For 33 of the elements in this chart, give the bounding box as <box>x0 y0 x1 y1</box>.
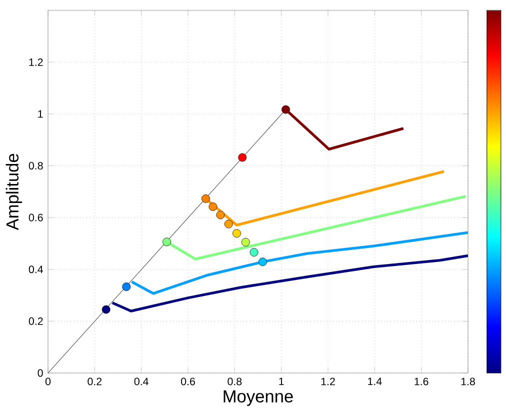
y-tick-label: 0.8 <box>28 162 43 170</box>
point <box>241 238 250 246</box>
line-series <box>111 254 468 312</box>
y-tick-label: 0.4 <box>28 266 43 274</box>
x-tick-label: 1 <box>279 378 284 386</box>
y-tick-label: 1 <box>38 110 43 118</box>
point <box>216 210 225 220</box>
point <box>232 229 241 238</box>
point <box>238 153 247 162</box>
y-tick-label: 0.2 <box>28 317 43 325</box>
point <box>122 282 131 291</box>
point <box>102 305 110 314</box>
x-tick-label: 0.4 <box>134 378 148 386</box>
y-tick-label: 0.6 <box>28 214 43 222</box>
x-tick-label: 1.6 <box>414 378 428 386</box>
x-tick-label: 0.6 <box>181 378 195 386</box>
x-axis-title: Moyenne <box>224 390 293 406</box>
point <box>162 238 171 246</box>
y-axis-title: Amplitude <box>6 154 22 230</box>
y-tick-label: 1.2 <box>29 58 43 66</box>
x-tick-label: 0 <box>45 378 51 386</box>
point <box>258 258 267 266</box>
x-tick-label: 1.8 <box>461 378 475 386</box>
x-tick-label: 1.2 <box>321 378 335 386</box>
point <box>282 105 290 114</box>
y-tick-label: 0 <box>38 369 43 377</box>
point <box>250 248 258 256</box>
x-tick-label: 0.8 <box>228 378 242 386</box>
x-tick-label: 1.4 <box>368 378 382 386</box>
x-tick-label: 0.2 <box>88 378 102 386</box>
point <box>202 194 210 203</box>
point <box>224 220 233 228</box>
point <box>208 202 218 211</box>
